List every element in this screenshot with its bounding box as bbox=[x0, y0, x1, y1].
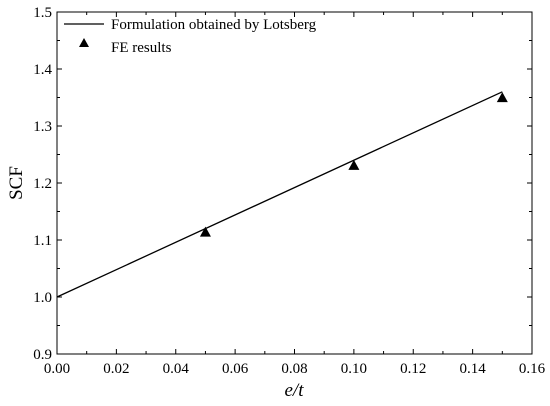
x-axis-title: e/t bbox=[285, 380, 305, 401]
y-tick-label: 1.0 bbox=[33, 290, 52, 306]
y-tick-label: 1.1 bbox=[33, 233, 52, 249]
fe-result-point bbox=[348, 159, 360, 170]
legend-label-points: FE results bbox=[111, 40, 172, 56]
y-tick-label: 1.3 bbox=[33, 119, 52, 135]
lotsberg-formulation-line bbox=[56, 91, 503, 298]
x-axis-ticks: 0.00 0.02 0.04 0.06 0.08 0.10 0.12 0.14 0.16 bbox=[44, 12, 546, 377]
y-axis-title: SCF bbox=[6, 166, 27, 200]
chart-marks bbox=[56, 91, 508, 298]
y-tick-label: 1.2 bbox=[33, 176, 52, 192]
x-tick-label: 0.16 bbox=[519, 361, 546, 377]
legend: Formulation obtained by Lotsberg FE resu… bbox=[64, 17, 317, 56]
y-tick-label: 1.4 bbox=[33, 62, 52, 78]
x-tick-label: 0.14 bbox=[460, 361, 487, 377]
x-tick-label: 0.08 bbox=[281, 361, 307, 377]
y-tick-label: 0.9 bbox=[33, 347, 52, 363]
x-tick-label: 0.06 bbox=[222, 361, 249, 377]
y-axis-ticks: 0.9 1.0 1.1 1.2 1.3 1.4 1.5 bbox=[33, 5, 532, 363]
y-tick-label: 1.5 bbox=[33, 5, 52, 21]
legend-triangle-swatch bbox=[79, 38, 89, 47]
fe-result-point bbox=[199, 226, 211, 237]
x-tick-label: 0.00 bbox=[44, 361, 70, 377]
plot-area bbox=[56, 11, 533, 355]
legend-label-line: Formulation obtained by Lotsberg bbox=[111, 17, 317, 33]
x-tick-label: 0.04 bbox=[163, 361, 190, 377]
x-tick-label: 0.10 bbox=[341, 361, 367, 377]
fe-result-point bbox=[496, 92, 508, 103]
x-tick-label: 0.02 bbox=[103, 361, 129, 377]
x-tick-label: 0.12 bbox=[400, 361, 426, 377]
